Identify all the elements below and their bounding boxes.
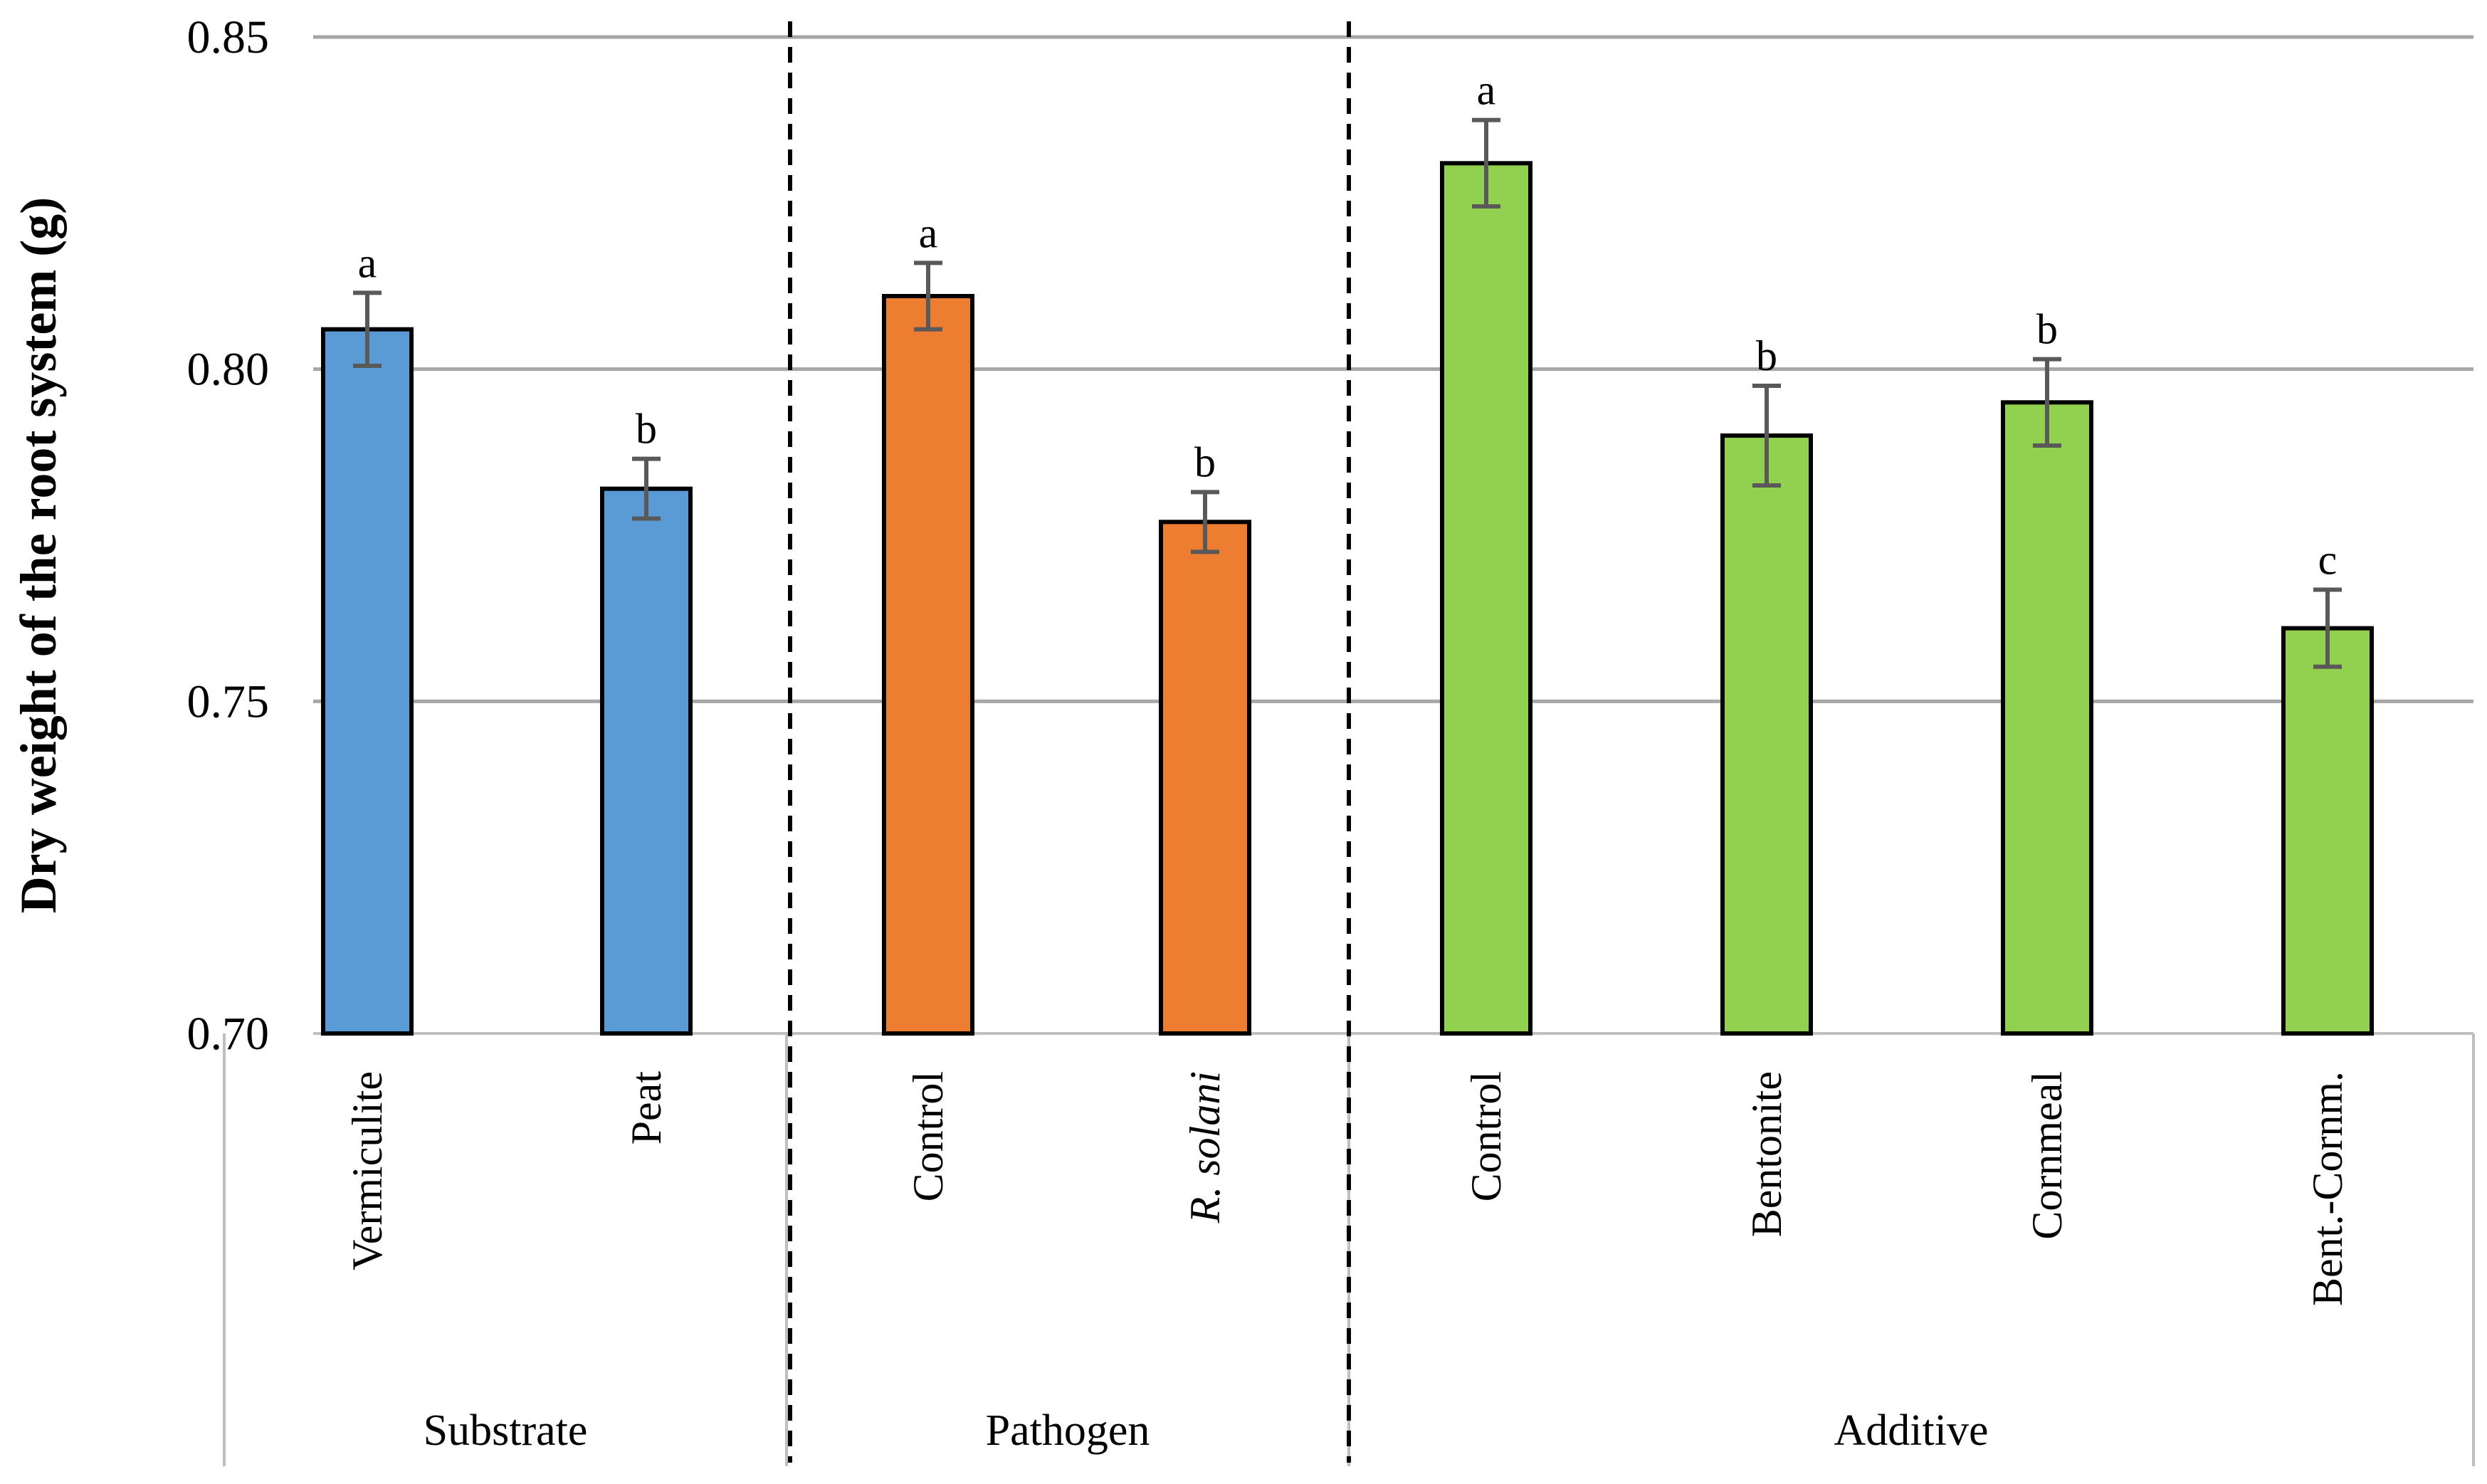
group-label: Substrate (424, 1406, 588, 1455)
y-tick-label: 0.75 (187, 675, 270, 727)
significance-letter: b (1194, 438, 1216, 485)
group-label: Additive (1834, 1406, 1989, 1455)
group-label: Pathogen (986, 1406, 1150, 1455)
significance-letter: b (1756, 332, 1777, 379)
significance-letter: c (2318, 537, 2338, 584)
bar (882, 294, 974, 1036)
significance-letter: a (919, 209, 938, 256)
x-tick-label: Control (1463, 1071, 1510, 1201)
y-axis-title: Dry weight of the root system (g) (10, 197, 67, 913)
x-tick-label: Control (905, 1071, 952, 1201)
significance-letter: a (358, 239, 377, 286)
bar (1720, 433, 1813, 1036)
bar (600, 486, 693, 1036)
bar (1440, 161, 1532, 1036)
x-tick-label: Peat (623, 1071, 670, 1145)
bar (1159, 520, 1251, 1036)
x-tick-label: Cornmeal (2024, 1071, 2071, 1240)
axis-frame (223, 21, 2475, 1466)
significance-letter: b (2036, 306, 2058, 353)
significance-letter: b (636, 406, 657, 453)
x-tick-label: Bentonite (1743, 1071, 1790, 1237)
x-tick-label: Vermiculite (344, 1071, 391, 1270)
bar (321, 327, 414, 1036)
bar (2001, 400, 2093, 1036)
significance-letter: a (1477, 67, 1496, 114)
x-tick-label: R. solani (1182, 1071, 1229, 1223)
y-tick-label: 0.80 (187, 344, 270, 396)
y-tick-label: 0.70 (187, 1008, 270, 1060)
error-bars (353, 117, 2342, 669)
bar (2281, 626, 2374, 1036)
x-tick-label: Bent.-Cornm. (2304, 1071, 2351, 1306)
labels: 0.70 0.75 0.80 0.85 Substrate a Vermiculite b Pe… (187, 11, 2352, 1455)
bars (321, 161, 2374, 1036)
y-tick-label: 0.85 (187, 11, 270, 63)
